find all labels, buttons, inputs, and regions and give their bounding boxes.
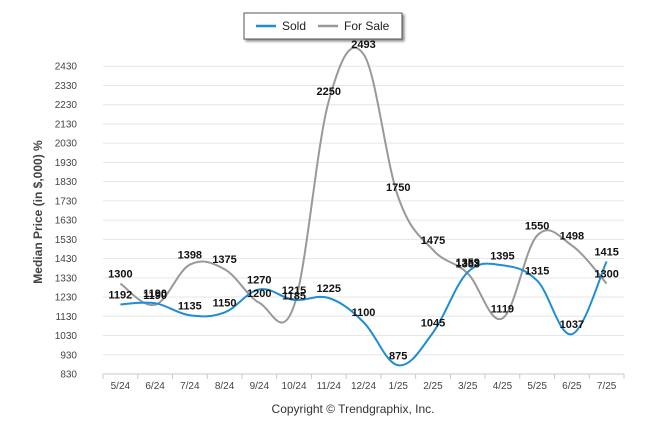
data-label: 1192 xyxy=(108,289,132,301)
data-label: 1185 xyxy=(282,291,306,303)
data-labels: 1192 1190 1135 1150 1270 1215 1225 1100 875 1045 1… xyxy=(108,39,619,362)
x-tick-label: 3/25 xyxy=(458,381,478,392)
data-label: 2493 xyxy=(351,39,375,51)
y-tick-label: 1130 xyxy=(55,312,77,323)
data-label: 1415 xyxy=(594,246,618,258)
y-tick-label: 930 xyxy=(60,350,77,361)
data-label: 1200 xyxy=(247,288,271,300)
data-label: 1215 xyxy=(282,285,306,297)
y-tick-label: 1930 xyxy=(55,158,78,169)
legend[interactable]: Sold For Sale xyxy=(243,12,403,40)
data-label: 1190 xyxy=(143,288,167,300)
axes: 830 930 1030 1130 1230 1330 1430 1530 1630 1730 18… xyxy=(55,62,625,392)
y-tick-label: 1530 xyxy=(55,235,78,246)
x-tick-label: 2/25 xyxy=(423,381,443,392)
data-label: 1100 xyxy=(352,307,376,319)
x-tick-label: 11/24 xyxy=(317,381,342,392)
data-label: 1475 xyxy=(421,235,445,247)
data-label: 1398 xyxy=(178,250,202,262)
x-tick-label: 6/25 xyxy=(562,381,582,392)
series-lines xyxy=(119,46,608,367)
data-label: 1270 xyxy=(247,274,271,286)
data-label: 1550 xyxy=(525,221,549,233)
legend-label-for-sale[interactable]: For Sale xyxy=(344,19,390,33)
x-tick-label: 7/25 xyxy=(597,381,617,392)
x-tick-label: 1/25 xyxy=(388,381,408,392)
y-tick-label: 2030 xyxy=(55,139,78,150)
x-tick-label: 5/25 xyxy=(527,381,547,392)
series-line-for-sale[interactable] xyxy=(119,46,608,324)
data-label: 1037 xyxy=(560,319,584,331)
y-tick-label: 1730 xyxy=(55,196,78,207)
data-label: 1300 xyxy=(108,269,132,281)
y-tick-label: 2130 xyxy=(55,119,78,130)
y-tick-label: 1330 xyxy=(55,273,78,284)
data-label: 1359 xyxy=(455,257,479,269)
data-label: 1300 xyxy=(594,269,618,281)
data-label: 1135 xyxy=(178,300,202,312)
y-tick-label: 1030 xyxy=(55,331,78,342)
legend-label-sold[interactable]: Sold xyxy=(282,19,306,33)
x-tick-label: 4/25 xyxy=(493,381,513,392)
data-label: 1119 xyxy=(491,303,514,315)
y-axis-title: Median Price (in $,000) % xyxy=(31,140,45,284)
x-tick-label: 12/24 xyxy=(351,381,376,392)
copyright-credit: Copyright © Trendgraphix, Inc. xyxy=(272,402,435,416)
y-tick-label: 1430 xyxy=(55,254,78,265)
data-label: 1150 xyxy=(213,297,237,309)
data-label: 1225 xyxy=(317,283,341,295)
data-label: 1498 xyxy=(560,231,584,243)
data-label: 1750 xyxy=(386,182,410,194)
y-tick-label: 1230 xyxy=(55,293,78,304)
y-tick-label: 1830 xyxy=(55,177,78,188)
data-label: 875 xyxy=(389,350,407,362)
data-label: 1045 xyxy=(421,318,445,330)
data-label: 1190 xyxy=(143,290,167,302)
y-tick-label: 2330 xyxy=(55,81,78,92)
x-tick-label: 8/24 xyxy=(215,381,235,392)
y-tick-label: 2230 xyxy=(55,100,78,111)
y-tick-label: 830 xyxy=(60,370,77,381)
gridlines xyxy=(103,65,624,375)
x-tick-label: 7/24 xyxy=(180,381,200,392)
x-tick-label: 6/24 xyxy=(145,381,165,392)
x-tick-label: 5/24 xyxy=(111,381,131,392)
data-label: 1315 xyxy=(525,266,549,278)
y-tick-label: 2430 xyxy=(55,62,78,73)
data-label: 1395 xyxy=(490,250,514,262)
y-tick-label: 1630 xyxy=(55,216,78,227)
x-tick-label: 9/24 xyxy=(250,381,270,392)
data-label: 1375 xyxy=(212,254,236,266)
x-tick-label: 10/24 xyxy=(282,381,307,392)
data-label: 1353 xyxy=(455,258,479,270)
series-line-sold[interactable] xyxy=(120,261,608,367)
data-label: 2250 xyxy=(317,86,341,98)
